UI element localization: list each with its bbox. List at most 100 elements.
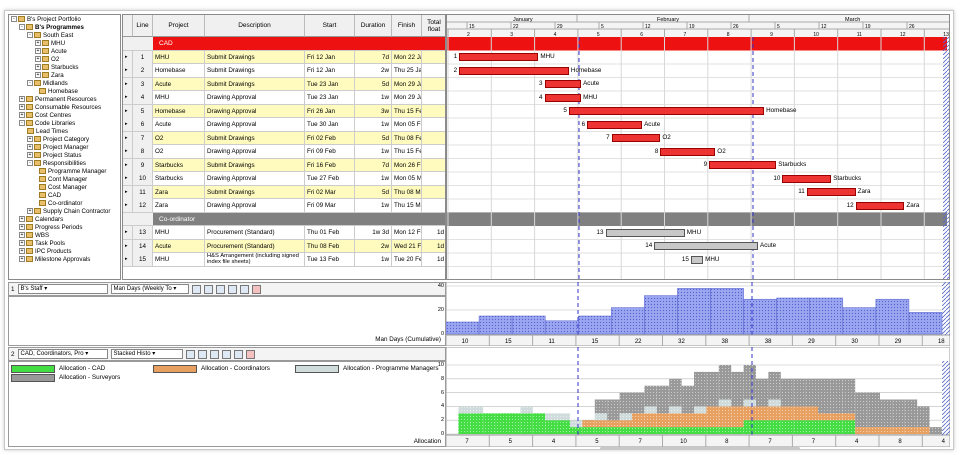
cell-desc[interactable]: Drawing Approval — [205, 118, 305, 131]
cell-dur[interactable]: 7d — [355, 50, 392, 64]
cell-desc[interactable]: Procurement (Standard) — [205, 239, 305, 253]
header-duration[interactable]: Duration — [355, 15, 392, 37]
cell-desc[interactable]: Procurement (Standard) — [205, 226, 305, 239]
tree-node[interactable]: Lead Times — [27, 128, 68, 136]
task-grid[interactable]: Line Project Description Start Duration Finis… — [122, 14, 446, 280]
row-selector[interactable]: ▸ — [123, 226, 133, 239]
cell-float[interactable]: 1d — [422, 253, 445, 266]
tree-node[interactable]: + Consumable Resources — [19, 104, 101, 112]
cell-dur[interactable]: 1w — [355, 253, 392, 266]
header-line[interactable]: Line — [133, 15, 153, 37]
cell-desc[interactable]: H&S Arrangement (including signed index … — [205, 253, 305, 266]
cell-desc[interactable]: Drawing Approval — [205, 199, 305, 212]
expand-icon[interactable]: + — [19, 96, 25, 103]
cell-finish[interactable]: Mon 26 Feb — [392, 158, 422, 172]
chart-icon[interactable] — [221, 349, 231, 359]
cell-float[interactable]: 1d — [422, 240, 445, 253]
cell-finish[interactable]: Thu 15 Feb — [392, 104, 422, 118]
cell-line[interactable]: 12 — [133, 199, 153, 212]
task-row[interactable]: ▸ 8 O2 Drawing Approval Fri 09 Feb 1w Thu 15 F… — [123, 145, 445, 159]
task-bar[interactable] — [806, 188, 856, 196]
cell-finish[interactable]: Mon 12 Feb — [392, 226, 422, 239]
task-bar[interactable] — [544, 93, 582, 102]
cell-desc[interactable]: Drawing Approval — [205, 91, 305, 104]
task-bar[interactable] — [782, 174, 832, 183]
tree-node[interactable]: + Cost Centres — [19, 112, 71, 120]
task-bar[interactable] — [855, 201, 905, 210]
cell-dur[interactable]: 1w 3d — [355, 226, 392, 239]
expand-icon[interactable]: + — [35, 48, 41, 55]
cell-float[interactable] — [422, 78, 445, 91]
row-selector[interactable]: ▸ — [123, 104, 133, 118]
tree-node[interactable]: Cost Manager — [39, 184, 87, 192]
cell-dur[interactable]: 2w — [355, 239, 392, 253]
cell-start[interactable]: Fri 16 Feb — [305, 158, 355, 172]
cell-line[interactable]: 10 — [133, 172, 153, 185]
tree-node[interactable]: + Supply Chain Contractor — [27, 208, 110, 216]
expand-icon[interactable]: + — [19, 240, 25, 247]
cell-finish[interactable]: Mon 29 Jan — [392, 77, 422, 91]
cell-project[interactable]: MHU — [153, 50, 205, 64]
cell-start[interactable]: Fri 12 Jan — [305, 64, 355, 77]
cell-finish[interactable]: Mon 05 Feb — [392, 118, 422, 131]
header-finish[interactable]: Finish — [392, 15, 422, 37]
cell-dur[interactable]: 1w — [355, 199, 392, 212]
cell-desc[interactable]: Drawing Approval — [205, 172, 305, 185]
project-tree[interactable]: - B's Project Portfolio - B's Programmes - So… — [8, 14, 121, 280]
resource-dropdown-2[interactable]: CAD, Coordinators, Pro ▾ — [17, 349, 108, 359]
cell-finish[interactable]: Mon 05 Mar — [392, 172, 422, 185]
cell-dur[interactable]: 5d — [355, 131, 392, 145]
collapse-icon[interactable]: - — [27, 80, 33, 87]
cell-line[interactable]: 1 — [133, 50, 153, 64]
cell-finish[interactable]: Mon 22 Jan — [392, 50, 422, 64]
cell-project[interactable]: Starbucks — [153, 172, 205, 185]
table-icon[interactable] — [215, 284, 225, 294]
expand-icon[interactable]: + — [27, 152, 33, 159]
tree-node[interactable]: CAD — [39, 192, 61, 200]
settings-icon[interactable] — [191, 284, 201, 294]
task-row[interactable]: ▸ 2 Homebase Submit Drawings Fri 12 Jan 2w Thu… — [123, 64, 445, 78]
cell-line[interactable]: 15 — [133, 253, 153, 266]
cell-start[interactable]: Fri 12 Jan — [305, 50, 355, 64]
cell-start[interactable]: Fri 09 Feb — [305, 145, 355, 158]
cell-project[interactable]: Homebase — [153, 64, 205, 77]
task-bar[interactable] — [568, 107, 765, 115]
tree-node[interactable]: + Permanent Resources — [19, 96, 97, 104]
tree-node[interactable]: + WBS — [19, 232, 49, 240]
chart-icon[interactable] — [227, 284, 237, 294]
cell-float[interactable] — [422, 91, 445, 104]
cell-desc[interactable]: Submit Drawings — [205, 131, 305, 145]
cell-project[interactable]: Acute — [153, 77, 205, 91]
task-bar[interactable] — [605, 228, 685, 237]
task-row[interactable]: ▸ 10 Starbucks Drawing Approval Tue 27 Feb 1w… — [123, 172, 445, 186]
task-bar[interactable] — [690, 255, 704, 264]
cell-finish[interactable]: Thu 08 Feb — [392, 131, 422, 145]
cell-line[interactable]: 2 — [133, 64, 153, 77]
task-bar[interactable] — [660, 147, 716, 156]
task-bar[interactable] — [587, 120, 643, 129]
cell-project[interactable]: Acute — [153, 239, 205, 253]
cell-start[interactable]: Tue 27 Feb — [305, 172, 355, 185]
task-bar[interactable] — [654, 242, 758, 250]
tree-node[interactable]: + Starbucks — [35, 64, 79, 72]
cell-float[interactable] — [422, 118, 445, 131]
cell-start[interactable]: Fri 02 Feb — [305, 131, 355, 145]
collapse-icon[interactable]: - — [19, 24, 25, 31]
horizontal-scrollbar[interactable] — [600, 447, 800, 450]
tree-node[interactable]: + Zara — [35, 72, 64, 80]
expand-icon[interactable]: + — [35, 40, 41, 47]
tree-node[interactable]: - B's Project Portfolio — [11, 16, 81, 24]
cell-float[interactable] — [422, 172, 445, 185]
tree-node[interactable]: Cont Manager — [39, 176, 87, 184]
cell-line[interactable]: 8 — [133, 145, 153, 158]
tree-node[interactable]: + Project Status — [27, 152, 82, 160]
cell-start[interactable]: Tue 23 Jan — [305, 77, 355, 91]
cell-project[interactable]: Starbucks — [153, 158, 205, 172]
task-row[interactable]: ▸ 14 Acute Procurement (Standard) Thu 08 Feb… — [123, 239, 445, 253]
row-selector[interactable]: ▸ — [123, 145, 133, 158]
expand-icon[interactable]: + — [27, 136, 33, 143]
cell-dur[interactable]: 3w — [355, 104, 392, 118]
cell-line[interactable]: 9 — [133, 158, 153, 172]
cell-float[interactable] — [422, 105, 445, 118]
